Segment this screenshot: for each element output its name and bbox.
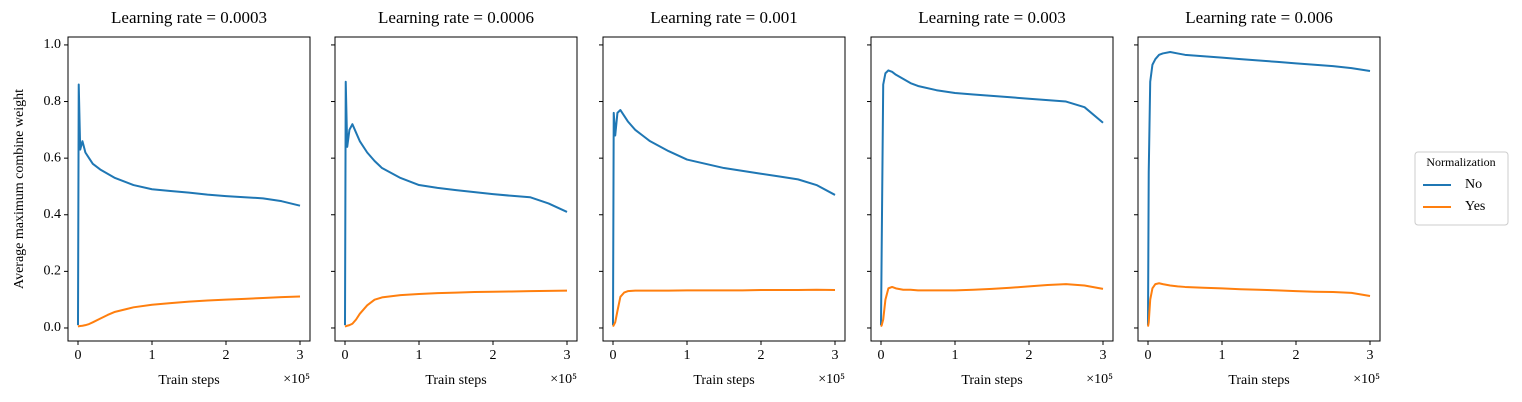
x-axis-label: Train steps <box>425 373 486 388</box>
y-axis-label: Average maximum combine weight <box>12 89 27 289</box>
plot-frame <box>334 36 578 342</box>
x-offset-label: ×10⁵ <box>1353 372 1380 387</box>
y-tick-label: 0.0 <box>44 320 62 335</box>
plot-frame <box>602 36 846 342</box>
legend-title: Normalization <box>1426 155 1495 169</box>
x-tick-label: 2 <box>223 348 230 363</box>
plot-frame <box>1137 36 1381 342</box>
plot-frame <box>67 36 311 342</box>
series-line <box>611 109 836 326</box>
x-tick-label: 0 <box>74 348 81 363</box>
subplot-title: Learning rate = 0.001 <box>650 8 797 27</box>
x-tick-label: 0 <box>1144 348 1151 363</box>
x-tick-label: 1 <box>683 348 690 363</box>
subplot-title: Learning rate = 0.0003 <box>111 8 267 27</box>
series-line <box>1146 51 1371 326</box>
legend: Normalization No Yes <box>1414 151 1509 226</box>
x-tick-label: 1 <box>1218 348 1225 363</box>
x-tick-label: 1 <box>951 348 958 363</box>
x-axis-label: Train steps <box>693 373 754 388</box>
subplot-title: Learning rate = 0.006 <box>1185 8 1332 27</box>
series-line <box>880 283 1104 328</box>
x-tick-label: 3 <box>1367 348 1374 363</box>
x-tick-label: 2 <box>1026 348 1033 363</box>
x-tick-label: 3 <box>564 348 571 363</box>
series-line <box>1147 282 1371 327</box>
x-tick-label: 1 <box>415 348 422 363</box>
x-axis-label: Train steps <box>1228 373 1289 388</box>
x-tick-label: 1 <box>148 348 155 363</box>
series-line <box>76 83 301 326</box>
y-tick-label: 0.6 <box>44 150 62 165</box>
x-tick-label: 2 <box>490 348 497 363</box>
x-tick-label: 3 <box>297 348 304 363</box>
plot-frame <box>870 36 1114 342</box>
y-tick-label: 1.0 <box>44 37 62 52</box>
x-offset-label: ×10⁵ <box>818 372 845 387</box>
y-tick-label: 0.4 <box>44 207 62 222</box>
x-offset-label: ×10⁵ <box>550 372 577 387</box>
x-tick-label: 0 <box>609 348 616 363</box>
x-tick-label: 0 <box>341 348 348 363</box>
series-line <box>343 80 568 326</box>
subplot-title: Learning rate = 0.0006 <box>378 8 534 27</box>
series-line <box>77 295 301 328</box>
series-line <box>344 289 568 328</box>
series-line <box>612 288 836 328</box>
x-tick-label: 2 <box>758 348 765 363</box>
x-tick-label: 3 <box>1100 348 1107 363</box>
legend-label: No <box>1465 177 1482 192</box>
x-tick-label: 0 <box>877 348 884 363</box>
x-axis-label: Train steps <box>961 373 1022 388</box>
legend-label: Yes <box>1465 199 1485 214</box>
y-tick-label: 0.2 <box>44 264 62 279</box>
x-offset-label: ×10⁵ <box>1086 372 1113 387</box>
subplot-title: Learning rate = 0.003 <box>918 8 1065 27</box>
x-axis-label: Train steps <box>158 373 219 388</box>
x-tick-label: 3 <box>832 348 839 363</box>
series-line <box>879 69 1104 326</box>
y-tick-label: 0.8 <box>44 94 62 109</box>
x-tick-label: 2 <box>1293 348 1300 363</box>
x-offset-label: ×10⁵ <box>283 372 310 387</box>
